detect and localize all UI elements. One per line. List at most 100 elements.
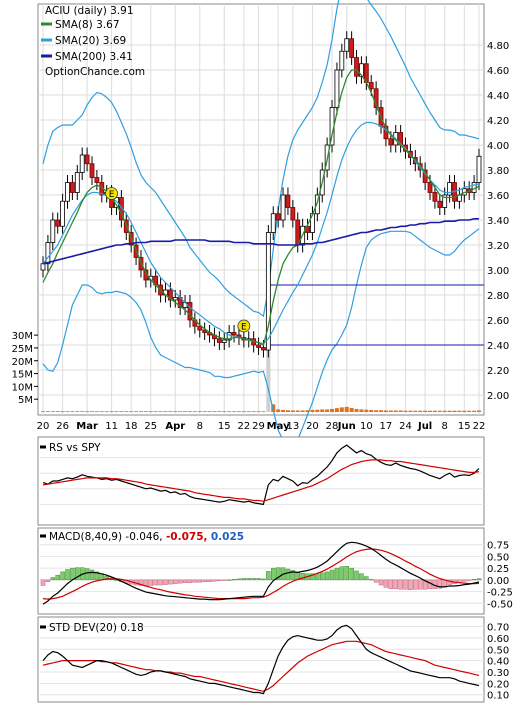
candle-body xyxy=(349,38,355,58)
candle-body xyxy=(60,200,65,227)
macd-histogram-bar xyxy=(324,571,330,581)
stddev-title: STD DEV(20) 0.18 xyxy=(49,622,144,634)
macd-histogram-bar xyxy=(246,578,252,581)
date-tick-label: 8 xyxy=(442,421,448,432)
volume-bar xyxy=(202,411,207,413)
volume-bar xyxy=(85,411,90,413)
macd-y-axis: 0.750.500.250.00-0.25-0.50 xyxy=(487,541,513,611)
macd-histogram-bar xyxy=(50,577,56,581)
macd-histogram-bar xyxy=(417,579,423,590)
macd-histogram-bar xyxy=(408,579,413,590)
price-tick-label: 2.60 xyxy=(487,316,509,327)
candle-body xyxy=(368,82,374,90)
volume-bar xyxy=(148,411,153,413)
candle-body xyxy=(275,213,281,221)
macd-histogram-bar xyxy=(138,579,144,586)
stddev-tick-label: 0.50 xyxy=(487,645,509,656)
volume-bar xyxy=(281,409,286,412)
macd-histogram-bar xyxy=(40,579,46,586)
price-tick-label: 3.80 xyxy=(487,166,509,177)
candle-body xyxy=(94,177,100,183)
macd-histogram-bar xyxy=(197,579,203,583)
volume-bar xyxy=(45,411,50,413)
date-tick-label: 28 xyxy=(326,421,339,432)
price-tick-label: 4.80 xyxy=(487,41,509,52)
date-tick-label: 20 xyxy=(306,421,319,432)
earnings-marker xyxy=(105,187,118,200)
macd-histogram-bar xyxy=(222,579,227,581)
sma200-line xyxy=(42,218,479,265)
rs-series-line xyxy=(42,459,480,502)
candle-body xyxy=(290,207,296,221)
volume-bar xyxy=(305,410,310,412)
volume-bar xyxy=(418,410,423,412)
macd-histogram-bar xyxy=(65,569,70,581)
date-tick-label: 22 xyxy=(473,421,486,432)
macd-histogram-bar xyxy=(354,570,359,581)
candle-body xyxy=(45,242,51,265)
macd-histogram-bar xyxy=(182,579,188,583)
candle-body xyxy=(79,154,85,173)
price-tick-label: 2.20 xyxy=(487,366,509,377)
volume-bar xyxy=(158,411,163,413)
macd-histogram-bar xyxy=(339,566,345,581)
stddev-tick-label: 0.40 xyxy=(487,657,509,668)
candle-body xyxy=(334,69,340,108)
macd-histogram-bar xyxy=(104,575,109,581)
price-tick-label: 4.20 xyxy=(487,116,509,127)
legend-sma8: SMA(8) 3.67 xyxy=(55,19,120,31)
price-tick-label: 4.60 xyxy=(487,66,509,77)
candle-body xyxy=(476,155,482,183)
candle-body xyxy=(388,138,394,146)
macd-histogram-bar xyxy=(55,574,60,581)
macd-histogram-bar xyxy=(173,579,178,584)
candle-body xyxy=(265,232,271,351)
stddev-series-line xyxy=(42,624,480,695)
macd-legend: MACD(8,40,9) -0.046, -0.075, 0.025 xyxy=(49,531,244,543)
volume-bar xyxy=(467,410,472,412)
volume-bar xyxy=(447,410,452,412)
price-tick-label: 2.00 xyxy=(487,391,509,402)
stddev-panel: 0.700.600.500.400.300.200.10 STD DEV(20)… xyxy=(37,616,509,703)
volume-bar xyxy=(325,409,330,412)
macd-histogram-bar xyxy=(60,571,65,581)
macd-histogram-bar xyxy=(285,568,291,581)
stddev-tick-label: 0.60 xyxy=(487,634,509,645)
macd-tick-label: -0.50 xyxy=(487,599,513,610)
volume-tick-label: 5M xyxy=(18,395,33,406)
stddev-y-axis: 0.700.600.500.400.300.200.10 xyxy=(487,623,509,702)
macd-histogram-bar xyxy=(241,578,247,581)
date-tick-label: 8 xyxy=(197,421,203,432)
volume-bar xyxy=(227,411,232,413)
candle-body xyxy=(40,263,46,271)
rs-lines xyxy=(42,444,480,506)
moving-average-lines xyxy=(42,69,480,346)
candle-body xyxy=(437,200,443,208)
date-tick-label: 18 xyxy=(125,421,138,432)
volume-bar xyxy=(55,411,60,413)
volume-bar xyxy=(457,410,462,412)
macd-hist-value: 0.025 xyxy=(211,531,244,543)
date-tick-label: 24 xyxy=(399,421,412,432)
macd-histogram-bar xyxy=(94,571,100,581)
macd-histogram-bar xyxy=(413,579,418,590)
volume-bar xyxy=(330,408,335,412)
volume-bar xyxy=(207,411,212,413)
date-tick-label: 25 xyxy=(144,421,157,432)
sma8-line xyxy=(42,69,480,346)
macd-histogram-bar xyxy=(403,579,408,590)
volume-bar xyxy=(143,411,148,413)
stddev-tick-label: 0.70 xyxy=(487,623,509,634)
candle-body xyxy=(167,289,173,301)
volume-bar xyxy=(462,410,467,412)
date-tick-label: 20 xyxy=(37,421,50,432)
volume-bar xyxy=(315,409,320,412)
volume-tick-label: 30M xyxy=(12,331,33,342)
price-panel: 2.00 2.20 2.40 2.60 2.80 3.00 3.20 3.40 3.60 3.80… xyxy=(12,0,509,447)
candle-body xyxy=(314,194,320,215)
volume-tick-label: 10M xyxy=(12,382,33,393)
volume-bar xyxy=(217,411,222,413)
candle-body xyxy=(69,182,75,193)
volume-bar xyxy=(70,411,75,413)
